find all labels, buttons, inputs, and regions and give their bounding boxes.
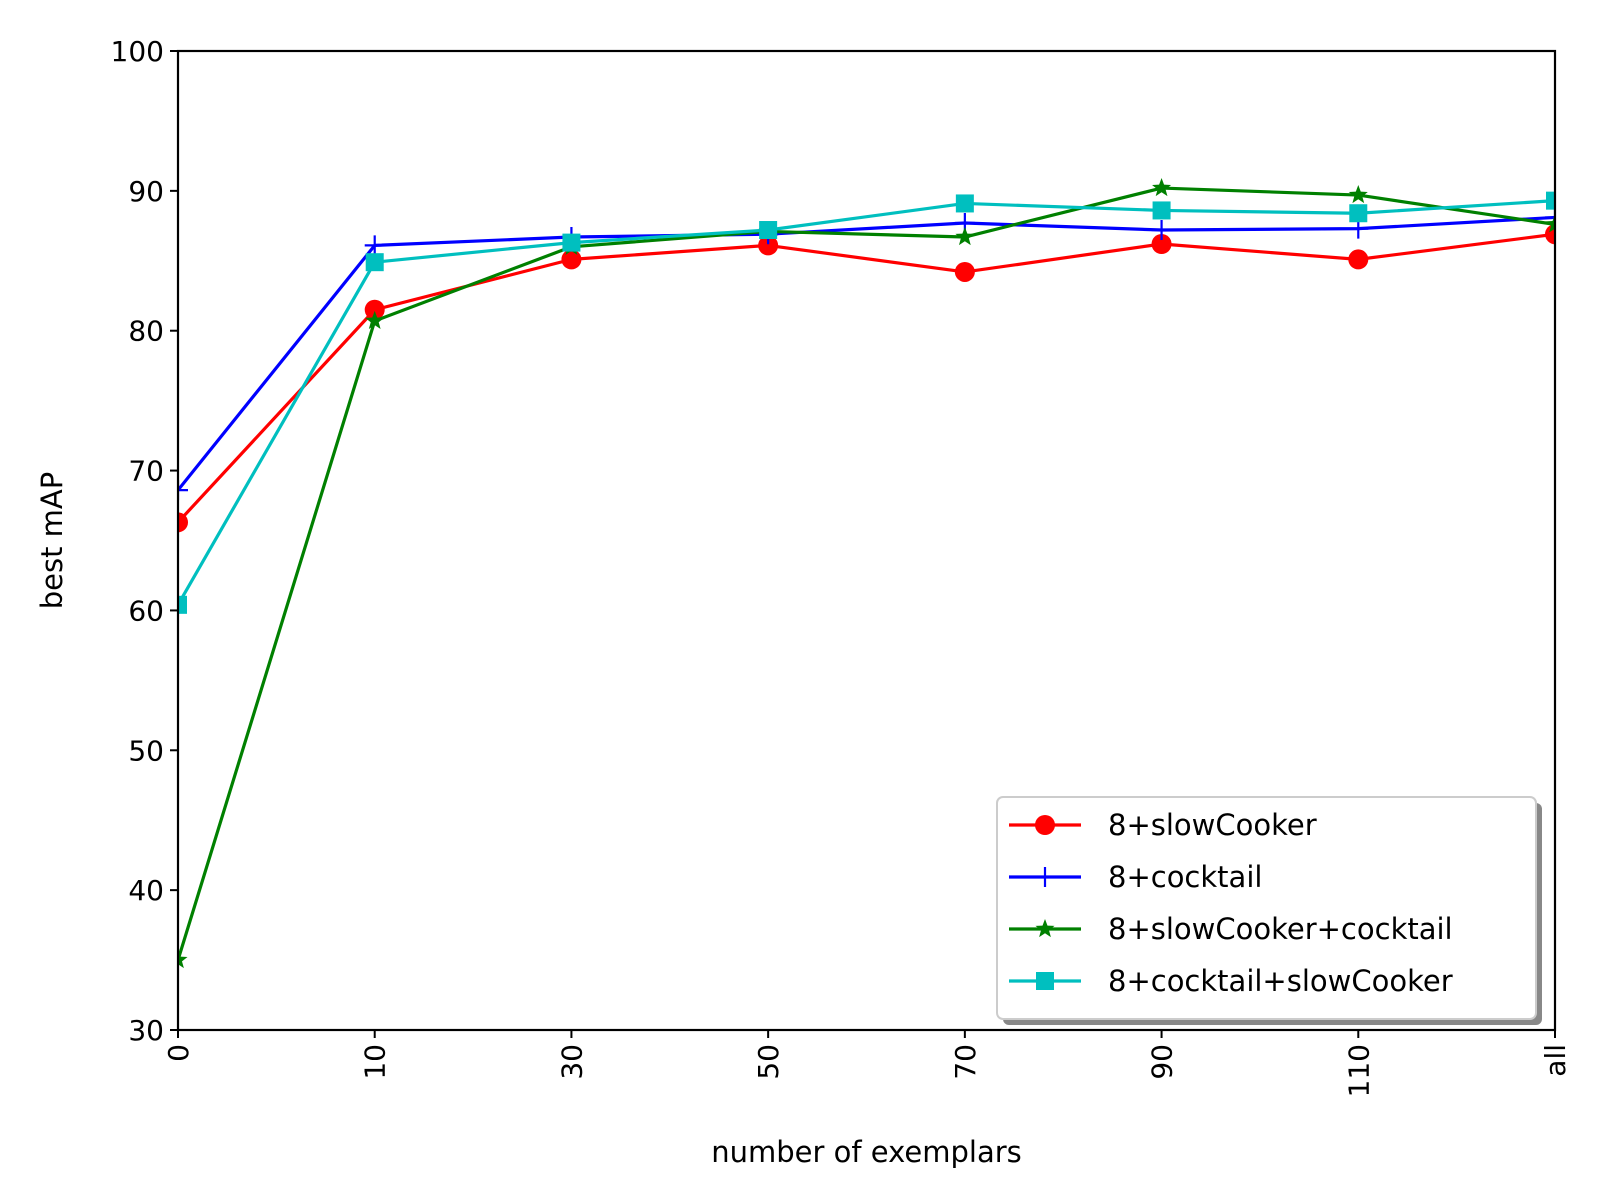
ticks-layer: 30 40 50 60 70 80 90 100 0 10 30 50 70 90 110 all (111, 35, 1572, 1097)
x-tick-label: 90 (1146, 1044, 1179, 1080)
y-tick-label: 50 (128, 734, 164, 767)
x-tick-label: 10 (359, 1044, 392, 1080)
data-point (1545, 214, 1555, 233)
x-tick-label: 110 (1342, 1044, 1375, 1097)
data-point (178, 950, 188, 969)
data-point (364, 299, 385, 320)
data-point (178, 512, 188, 533)
legend-label: 8+cocktail+slowCooker (1108, 964, 1453, 998)
data-point (562, 233, 581, 252)
y-tick-label: 100 (111, 35, 164, 68)
series-1 (178, 207, 1555, 501)
data-point (1151, 234, 1172, 255)
plot-frame (176, 49, 1557, 1032)
data-point (1349, 204, 1368, 223)
x-tick-label: 50 (752, 1044, 785, 1080)
y-axis-label: best mAP (35, 472, 69, 610)
data-point (1151, 220, 1172, 241)
data-point (1348, 185, 1368, 204)
data-point (365, 253, 384, 272)
series-line (178, 215, 1555, 492)
data-point (1546, 191, 1555, 210)
x-tick-label: 70 (949, 1044, 982, 1080)
y-tick-label: 30 (128, 1014, 164, 1047)
data-point (365, 310, 385, 330)
data-point (759, 221, 778, 240)
data-point (561, 249, 582, 270)
data-point (178, 595, 187, 614)
x-axis-label: number of exemplars (711, 1135, 1022, 1169)
series-line (178, 232, 1555, 524)
data-point (955, 194, 974, 213)
legend-marker (1035, 867, 1055, 887)
data-point (1152, 201, 1171, 220)
x-tick-label: 30 (555, 1044, 588, 1080)
x-tick-label: all (1539, 1044, 1572, 1077)
data-point (955, 227, 975, 246)
legend-box (996, 796, 1537, 1020)
series-line (178, 199, 1555, 606)
y-tick-label: 70 (128, 455, 164, 488)
legend-label: 8+slowCooker+cocktail (1108, 912, 1453, 946)
series-3 (178, 191, 1555, 614)
y-tick-label: 80 (128, 315, 164, 348)
x-tick-label: 0 (162, 1044, 195, 1062)
data-point (954, 261, 975, 282)
data-point (1348, 249, 1369, 270)
data-point (758, 235, 779, 256)
legend-marker (1035, 815, 1055, 835)
data-point (1545, 207, 1555, 228)
y-tick-label: 40 (128, 874, 164, 907)
legend-marker (1035, 919, 1055, 938)
legend-label: 8+cocktail (1108, 860, 1262, 894)
series-layer (178, 178, 1555, 969)
data-point (178, 480, 188, 501)
data-point (364, 235, 385, 256)
y-tick-label: 90 (128, 175, 164, 208)
data-point (1152, 178, 1172, 197)
y-tick-label: 60 (128, 594, 164, 627)
legend-marker (1036, 972, 1054, 990)
legend: 8+slowCooker 8+cocktail 8+slowCooker+cockt… (996, 796, 1542, 1025)
series-line (178, 186, 1555, 961)
legend-label: 8+slowCooker (1108, 808, 1317, 842)
